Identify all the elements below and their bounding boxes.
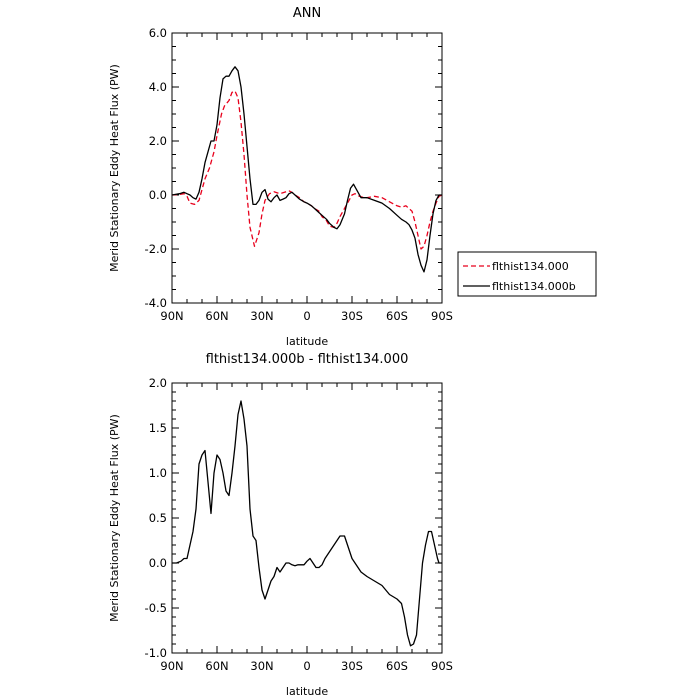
y-tick-label: 0.0 bbox=[149, 556, 167, 570]
x-axis-title: latitude bbox=[286, 685, 328, 698]
plot-frame bbox=[171, 382, 443, 654]
legend-label: flthist134.000b bbox=[492, 280, 576, 293]
y-tick-label: 4.0 bbox=[149, 80, 167, 94]
chart-title: ANN bbox=[293, 6, 321, 21]
x-tick-label: 60N bbox=[205, 659, 228, 673]
x-tick-label: 30N bbox=[250, 659, 273, 673]
y-tick-labels: -1.0 -0.5 0.0 0.5 1.0 1.5 2.0 bbox=[145, 376, 167, 660]
x-tick-label: 60S bbox=[386, 659, 408, 673]
axis-ticks bbox=[171, 382, 443, 654]
y-tick-label: 0.0 bbox=[149, 188, 167, 202]
x-tick-label: 0 bbox=[303, 659, 310, 673]
x-tick-label: 0 bbox=[303, 309, 310, 323]
x-tick-labels: 90N 60N 30N 0 30S 60S 90S bbox=[160, 659, 453, 673]
series-group bbox=[171, 66, 443, 273]
series-group bbox=[172, 400, 442, 647]
y-tick-label: 0.5 bbox=[149, 511, 167, 525]
x-tick-labels: 90N 60N 30N 0 30S 60S 90S bbox=[160, 309, 453, 323]
y-tick-label: -0.5 bbox=[145, 601, 167, 615]
y-tick-label: 1.0 bbox=[149, 466, 167, 480]
x-tick-label: 30S bbox=[341, 659, 363, 673]
legend: flthist134.000 flthist134.000b bbox=[457, 251, 597, 297]
axis-ticks bbox=[171, 32, 443, 304]
y-tick-label: 6.0 bbox=[149, 26, 167, 40]
y-axis-title: Merid Stationary Eddy Heat Flux (PW) bbox=[108, 64, 121, 272]
y-tick-label: -2.0 bbox=[145, 242, 167, 256]
y-tick-labels: -4.0 -2.0 0.0 2.0 4.0 6.0 bbox=[145, 26, 167, 310]
y-tick-label: -1.0 bbox=[145, 646, 167, 660]
x-tick-label: 30N bbox=[250, 309, 273, 323]
y-axis-title: Merid Stationary Eddy Heat Flux (PW) bbox=[108, 414, 121, 622]
legend-box bbox=[457, 251, 597, 297]
y-tick-label: 2.0 bbox=[149, 134, 167, 148]
y-tick-label: -4.0 bbox=[145, 296, 167, 310]
y-tick-label: 1.5 bbox=[149, 421, 167, 435]
series-line-difference bbox=[172, 400, 442, 647]
x-axis-title: latitude bbox=[286, 335, 328, 348]
x-tick-label: 90N bbox=[160, 309, 183, 323]
series-line-flthist134-000b bbox=[171, 66, 442, 273]
x-tick-label: 30S bbox=[341, 309, 363, 323]
x-tick-label: 90S bbox=[431, 659, 453, 673]
plot-frame bbox=[171, 32, 443, 304]
chart-difference: flthist134.000b - flthist134.000 90N 60N 3… bbox=[108, 352, 453, 698]
x-tick-label: 60S bbox=[386, 309, 408, 323]
x-tick-label: 90N bbox=[160, 659, 183, 673]
y-tick-label: 2.0 bbox=[149, 376, 167, 390]
x-tick-label: 60N bbox=[205, 309, 228, 323]
chart-title: flthist134.000b - flthist134.000 bbox=[206, 352, 409, 367]
series-line-flthist134-000 bbox=[171, 90, 443, 250]
legend-label: flthist134.000 bbox=[492, 260, 569, 273]
x-tick-label: 90S bbox=[431, 309, 453, 323]
chart-annual: ANN 90N 60N 30N 0 30S 60S 90S -4.0 -2.0 0.0 2.0 4.… bbox=[108, 6, 597, 348]
